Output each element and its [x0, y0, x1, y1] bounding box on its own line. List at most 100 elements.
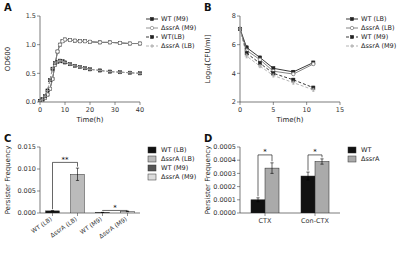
legend-marker [350, 17, 353, 20]
x-tick-label: CTX [259, 217, 273, 225]
x-tick [127, 213, 128, 216]
point [245, 54, 249, 58]
significance-label: * [113, 204, 117, 212]
point [98, 41, 101, 44]
series-line [40, 61, 140, 101]
legend-label: ΔssrA (M9) [161, 24, 196, 32]
bar [315, 162, 329, 213]
point [43, 94, 47, 98]
x-tick [340, 102, 341, 105]
point [258, 58, 261, 61]
point [238, 27, 241, 30]
chart-root: A0.00.51.01.5010203040Time(h)OD600WT (M9… [0, 0, 400, 262]
point [88, 40, 91, 43]
y-tick-label: 0.0000 [213, 209, 236, 217]
x-axis-line [40, 102, 140, 103]
error-bar [292, 81, 295, 84]
legend-label: WT(LB) [161, 33, 185, 41]
y-tick-label: 0.0005 [213, 143, 236, 151]
point [88, 40, 91, 43]
legend-swatch [148, 165, 156, 171]
error-bar [259, 58, 262, 61]
error-bar [51, 210, 54, 211]
y-tick [37, 191, 40, 192]
legend-marker [150, 26, 153, 29]
point [56, 50, 59, 53]
legend-swatch [148, 147, 156, 153]
legend-marker [350, 44, 354, 48]
point [83, 66, 87, 70]
legend-marker [150, 17, 153, 20]
y-axis-label: Log₁₀[CFU/ml] [204, 34, 212, 83]
point [138, 72, 141, 75]
x-tick-label: 40 [136, 106, 144, 114]
y-tick-label: 0.0003 [213, 170, 236, 178]
point [83, 67, 86, 70]
y-tick-label: 0.005 [17, 187, 36, 195]
y-tick-label: 6 [232, 41, 236, 49]
x-tick [115, 102, 116, 105]
point [98, 68, 102, 72]
legend-marker [150, 44, 154, 48]
error-bar [306, 172, 309, 180]
y-tick-label: 0.000 [17, 209, 36, 217]
y-tick-label: 0.0001 [213, 196, 236, 204]
legend-label: ΔssrA (LB) [161, 155, 195, 163]
point [118, 41, 121, 44]
point [238, 27, 241, 30]
y-tick [37, 169, 40, 170]
error-bar [270, 163, 273, 174]
point [88, 68, 91, 71]
y-tick [37, 213, 40, 214]
bar [46, 211, 60, 213]
significance-bracket [308, 155, 322, 171]
point [46, 89, 49, 92]
point [138, 71, 142, 75]
x-tick-label: ΔssrA (M9) [97, 215, 128, 239]
point [98, 69, 101, 72]
point [63, 60, 67, 64]
point [63, 38, 66, 41]
y-axis-line [240, 147, 241, 213]
legend-label: WT (LB) [161, 146, 187, 154]
x-tick [315, 213, 316, 216]
legend-label: WT (LB) [361, 15, 387, 23]
significance-bracket [53, 162, 78, 209]
x-tick-label: 10 [303, 106, 311, 114]
series-line [240, 29, 313, 90]
panel-title: D [204, 133, 212, 144]
y-tick [237, 147, 240, 148]
y-tick-label: 0.010 [17, 165, 36, 173]
error-bar [312, 63, 315, 66]
legend-marker [150, 35, 153, 38]
point [68, 62, 72, 66]
legend-label: WT (M9) [361, 33, 388, 41]
series-line [40, 40, 140, 101]
significance-bracket [258, 155, 272, 196]
bar [265, 168, 279, 213]
x-tick-label: 10 [61, 106, 69, 114]
legend-label: WT [361, 146, 371, 154]
point [68, 63, 71, 66]
y-axis-line [40, 147, 41, 213]
y-tick [37, 73, 40, 74]
x-tick [265, 213, 266, 216]
point [128, 42, 131, 45]
legend: WT (LB)ΔssrA (LB)WT (M9)ΔssrA (M9) [148, 146, 196, 181]
point [73, 64, 76, 67]
point [83, 40, 86, 43]
legend: WT (M9)ΔssrA (M9)WT(LB)ΔssrA (LB) [146, 15, 196, 50]
legend-label: ΔssrA (M9) [161, 173, 196, 181]
y-tick-label: 0.5 [26, 70, 36, 78]
x-tick [273, 102, 274, 105]
point [48, 79, 51, 82]
point [73, 39, 76, 42]
significance-label: * [263, 148, 267, 156]
legend-label: ΔssrA (LB) [361, 24, 395, 32]
legend-swatch [148, 174, 156, 180]
point [78, 40, 81, 43]
point [258, 64, 262, 68]
y-axis-label: OD600 [4, 47, 12, 71]
point [51, 67, 55, 71]
point [83, 40, 86, 43]
